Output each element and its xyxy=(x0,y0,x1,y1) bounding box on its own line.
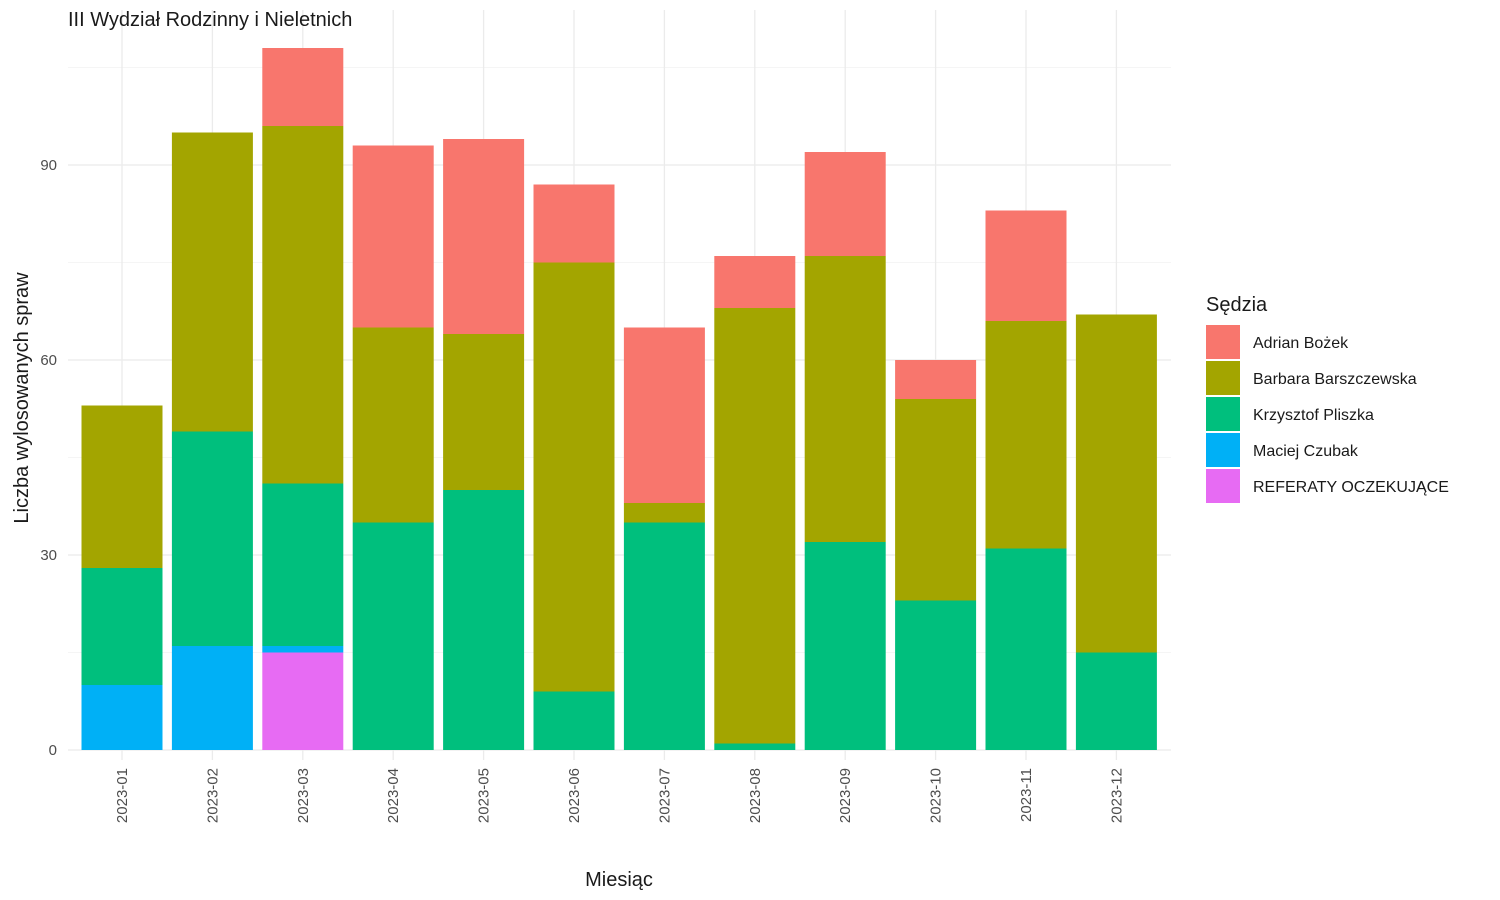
bar-segment xyxy=(262,48,344,126)
x-tick-label: 2023-11 xyxy=(1018,768,1035,822)
x-tick-label: 2023-09 xyxy=(837,768,854,823)
bar-segment xyxy=(352,522,434,750)
chart-title: III Wydział Rodzinny i Nieletnich xyxy=(68,9,352,31)
bar-segment xyxy=(985,321,1067,549)
bar-segment xyxy=(623,503,705,523)
x-tick-label: 2023-07 xyxy=(656,768,673,823)
bar-segment xyxy=(81,685,163,750)
bar-segment xyxy=(262,126,344,484)
bar-segment xyxy=(171,646,253,750)
legend-label: Krzysztof Pliszka xyxy=(1253,407,1374,424)
x-axis-ticks: 2023-01 2023-02 2023-03 2023-04 2023-05 2023-… xyxy=(114,768,1125,823)
bar-segment xyxy=(171,132,253,432)
bar-segment xyxy=(714,256,796,308)
x-tick-label: 2023-10 xyxy=(928,768,945,823)
bar-segment xyxy=(533,262,615,692)
bar-segment xyxy=(443,334,525,490)
y-axis-ticks: 0 30 60 90 xyxy=(40,157,57,759)
bar-segment xyxy=(443,490,525,750)
bar-segment xyxy=(985,548,1067,750)
legend-label: Maciej Czubak xyxy=(1253,443,1359,460)
bar-segment xyxy=(985,210,1067,321)
bar-segment xyxy=(171,431,253,646)
bar-segment xyxy=(714,743,796,750)
bar-segment xyxy=(895,399,977,601)
y-tick-label: 30 xyxy=(40,547,57,564)
bar-segment xyxy=(804,542,886,750)
x-tick-label: 2023-01 xyxy=(114,768,131,823)
bar-segment xyxy=(895,360,977,399)
legend-label: Barbara Barszczewska xyxy=(1253,371,1417,388)
x-axis-title: Miesiąc xyxy=(585,869,653,891)
bar-segment xyxy=(533,184,615,263)
bars xyxy=(81,48,1157,750)
bar-segment xyxy=(81,568,163,685)
bar-segment xyxy=(1075,652,1157,750)
legend-swatch xyxy=(1206,397,1240,431)
x-tick-label: 2023-03 xyxy=(295,768,312,823)
x-tick-label: 2023-02 xyxy=(204,768,221,823)
legend-label: Adrian Bożek xyxy=(1253,335,1349,352)
y-tick-label: 60 xyxy=(40,352,57,369)
legend-swatch xyxy=(1206,361,1240,395)
bar-segment xyxy=(352,327,434,523)
y-tick-label: 0 xyxy=(49,742,57,759)
legend-label: REFERATY OCZEKUJĄCE xyxy=(1253,479,1449,496)
bar-segment xyxy=(804,152,886,256)
bar-segment xyxy=(533,691,615,750)
bar-segment xyxy=(352,145,434,328)
legend: Sędzia Adrian Bożek Barbara Barszczewska K… xyxy=(1206,294,1449,503)
bar-segment xyxy=(262,483,344,646)
legend-swatch xyxy=(1206,325,1240,359)
x-tick-label: 2023-06 xyxy=(566,768,583,823)
bar-segment xyxy=(262,646,344,653)
bar-segment xyxy=(262,652,344,750)
bar-segment xyxy=(623,327,705,503)
legend-title: Sędzia xyxy=(1206,294,1268,316)
x-tick-label: 2023-05 xyxy=(476,768,493,823)
x-tick-label: 2023-08 xyxy=(747,768,764,823)
bar-segment xyxy=(1075,314,1157,653)
bar-segment xyxy=(443,139,525,334)
bar-segment xyxy=(714,308,796,744)
bar-segment xyxy=(623,522,705,750)
bar-segment xyxy=(804,256,886,542)
x-tick-label: 2023-12 xyxy=(1108,768,1125,823)
x-tick-label: 2023-04 xyxy=(385,768,402,823)
y-tick-label: 90 xyxy=(40,157,57,174)
legend-swatch xyxy=(1206,433,1240,467)
bar-segment xyxy=(81,405,163,568)
legend-swatch xyxy=(1206,469,1240,503)
y-axis-title: Liczba wylosowanych spraw xyxy=(11,272,33,524)
bar-segment xyxy=(895,600,977,750)
